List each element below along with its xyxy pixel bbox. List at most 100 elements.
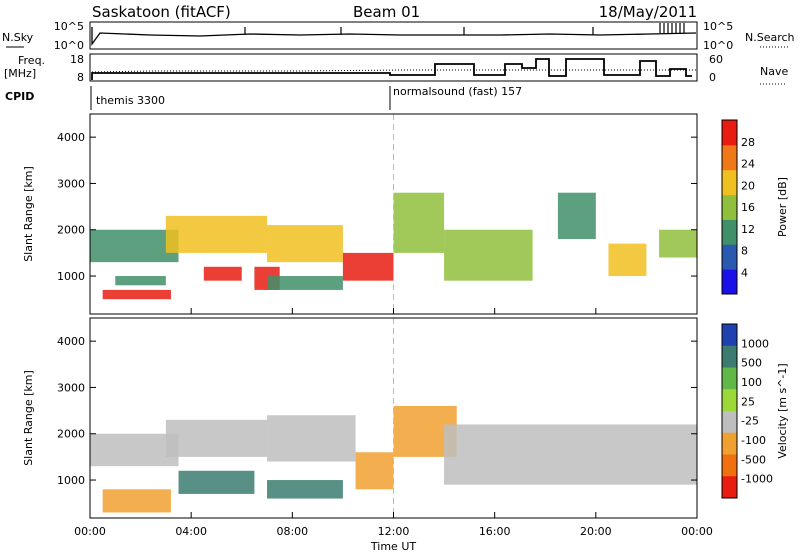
power-colorbar-tick-1: 8	[741, 245, 748, 258]
nave-tick-bottom: 0	[709, 71, 716, 84]
velocity-ylabel: Slant Range [km]	[22, 370, 35, 466]
beam-label: Beam 01	[353, 3, 420, 21]
radar-title: Saskatoon (fitACF)	[92, 3, 231, 21]
cpid-panel: CPID themis 3300 normalsound (fast) 157	[5, 85, 522, 110]
power-region-12	[608, 243, 647, 277]
power-region-10	[444, 229, 533, 281]
velocity-colorbar-tick-5: -100	[741, 434, 766, 447]
velocity-colorbar-tick-0: 1000	[741, 337, 769, 350]
velocity-panel: 1000 2000 3000 4000 00:00 04:00 08:00 12:00 16:0…	[22, 317, 789, 553]
velocity-xtick-label-3: 12:00	[378, 525, 410, 538]
velocity-colorbar-tick-7: -1000	[741, 473, 773, 486]
power-colorbar-tick-4: 20	[741, 179, 755, 192]
velocity-region-5	[267, 480, 343, 499]
power-colorbar-tick-3: 16	[741, 201, 755, 214]
nsky-label: N.Sky	[2, 31, 34, 44]
velocity-ytick-label-1: 2000	[57, 428, 85, 441]
velocity-colorbar-tick-6: -500	[741, 453, 766, 466]
power-region-7	[267, 276, 343, 290]
x-axis-label: Time UT	[370, 540, 416, 553]
velocity-region-6	[355, 452, 394, 490]
nsearch-tick-bottom: 10^0	[703, 39, 733, 52]
freq-tick-top: 18	[70, 53, 84, 66]
power-region-3	[165, 215, 268, 253]
power-region-11	[557, 192, 596, 239]
date-label: 18/May/2011	[599, 3, 697, 21]
power-colorbar-swatch-4	[722, 169, 737, 196]
nsky-tick-top: 10^5	[54, 20, 84, 33]
velocity-ytick-label-0: 1000	[57, 474, 85, 487]
power-ytick-label-3: 4000	[57, 131, 85, 144]
velocity-colorbar-swatch-6	[722, 454, 737, 477]
power-panel: 1000 2000 3000 4000 Slant Range [km] 4 8 12 16 20…	[22, 113, 789, 315]
nsky-tick-bottom: 10^0	[54, 39, 84, 52]
velocity-colorbar-label: Velocity [m s^-1]	[776, 363, 789, 458]
velocity-xtick-label-4: 16:00	[479, 525, 511, 538]
nsearch-tick-top: 10^5	[703, 20, 733, 33]
power-region-2	[115, 276, 166, 286]
nsky-frame	[89, 21, 698, 50]
velocity-colorbar-tick-2: 100	[741, 376, 762, 389]
nsky-spikes	[244, 23, 685, 35]
velocity-ytick-label-3: 4000	[57, 335, 85, 348]
nsearch-label: N.Search	[745, 31, 795, 44]
power-region-9	[393, 192, 445, 253]
power-colorbar-tick-0: 4	[741, 266, 748, 279]
velocity-region-1	[102, 489, 171, 513]
velocity-region-2	[165, 419, 268, 457]
cpid-segment-2: normalsound (fast) 157	[393, 85, 522, 98]
velocity-colorbar-tick-3: 25	[741, 395, 755, 408]
power-colorbar-tick-6: 28	[741, 136, 755, 149]
freq-frame	[89, 53, 698, 82]
power-region-4	[203, 266, 242, 281]
velocity-colorbar-tick-1: 500	[741, 357, 762, 370]
freq-trace	[91, 69, 696, 73]
velocity-colorbar-swatch-4	[722, 411, 737, 434]
power-region-13	[659, 229, 697, 258]
power-colorbar-frame	[721, 119, 738, 295]
velocity-colorbar-swatch-3	[722, 389, 737, 412]
velocity-region-3	[178, 470, 255, 494]
velocity-region-4	[267, 415, 356, 462]
power-region-8	[342, 252, 394, 281]
power-ylabel: Slant Range [km]	[22, 166, 35, 262]
velocity-xtick-label-5: 20:00	[580, 525, 612, 538]
power-colorbar-swatch-5	[722, 144, 737, 171]
velocity-region-0	[90, 433, 179, 467]
power-region-6	[267, 225, 343, 263]
velocity-ytick-label-2: 3000	[57, 381, 85, 394]
power-region-0	[90, 229, 179, 263]
power-colorbar-swatch-0	[722, 269, 737, 295]
velocity-xtick-label-1: 04:00	[175, 525, 207, 538]
power-colorbar-swatch-6	[722, 120, 737, 146]
velocity-colorbar-swatch-0	[722, 324, 737, 347]
velocity-colorbar-swatch-7	[722, 476, 737, 499]
nave-tick-top: 60	[709, 53, 723, 66]
velocity-colorbar-swatch-5	[722, 432, 737, 455]
cpid-segment-1: themis 3300	[96, 94, 165, 107]
velocity-xtick-label-2: 08:00	[276, 525, 308, 538]
power-ytick-label-2: 3000	[57, 177, 85, 190]
freq-nave-panel: Freq. [MHz] 18 8 60 0 Nave	[4, 53, 788, 85]
velocity-region-8	[444, 424, 697, 485]
nave-trace	[91, 58, 692, 80]
power-colorbar-tick-2: 12	[741, 223, 755, 236]
cpid-label: CPID	[5, 90, 34, 103]
power-colorbar-swatch-3	[722, 194, 737, 220]
freq-label: Freq.	[18, 54, 45, 67]
velocity-colorbar-swatch-2	[722, 367, 737, 390]
velocity-xtick-label-0: 00:00	[74, 525, 106, 538]
power-colorbar-swatch-2	[722, 219, 737, 245]
nsky-trace	[91, 27, 697, 46]
power-ytick-label-1: 2000	[57, 224, 85, 237]
freq-tick-bottom: 8	[77, 71, 84, 84]
velocity-colorbar-tick-4: -25	[741, 415, 759, 428]
velocity-colorbar-frame	[721, 323, 738, 499]
freq-unit-label: [MHz]	[4, 67, 36, 80]
nave-label: Nave	[760, 65, 788, 78]
power-colorbar-tick-5: 24	[741, 158, 755, 171]
power-ytick-label-0: 1000	[57, 270, 85, 283]
power-colorbar-swatch-1	[722, 244, 737, 270]
velocity-colorbar-swatch-1	[722, 345, 737, 368]
